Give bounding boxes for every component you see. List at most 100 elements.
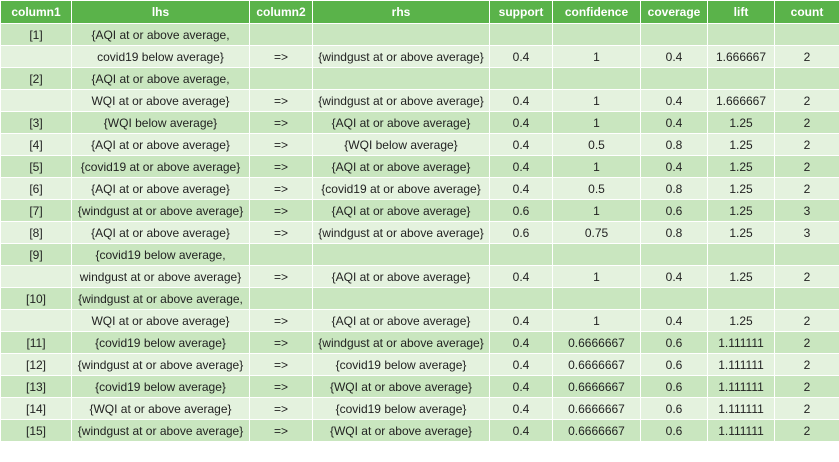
cell-count [774, 23, 839, 46]
cell-column2: => [249, 177, 313, 200]
table-row: [4] {AQI at or above average} => {WQI below… [0, 133, 839, 156]
cell-column2: => [249, 309, 313, 332]
cell-column1 [0, 265, 72, 288]
table-row: WQI at or above average} => {windgust at o… [0, 89, 839, 112]
table-row: [7] {windgust at or above average} => {AQI … [0, 199, 839, 222]
cell-support: 0.6 [489, 199, 553, 222]
cell-confidence [552, 23, 641, 46]
table-body: [1] {AQI at or above average, covid19 belo… [0, 23, 839, 442]
cell-coverage: 0.4 [640, 89, 708, 112]
header-support[interactable]: support [489, 0, 553, 24]
header-coverage[interactable]: coverage [640, 0, 708, 24]
cell-confidence: 0.6666667 [552, 353, 641, 376]
header-lift[interactable]: lift [707, 0, 775, 24]
cell-column1: [1] [0, 23, 72, 46]
table-row: [13] {covid19 below average} => {WQI at or … [0, 375, 839, 398]
cell-count: 2 [774, 133, 839, 156]
cell-column2: => [249, 265, 313, 288]
cell-confidence: 1 [552, 111, 641, 134]
table-row: [8] {AQI at or above average} => {windgust … [0, 221, 839, 244]
table-row: [12] {windgust at or above average} => {cov… [0, 353, 839, 376]
cell-coverage: 0.6 [640, 375, 708, 398]
cell-column2: => [249, 155, 313, 178]
cell-confidence: 1 [552, 45, 641, 68]
cell-count: 2 [774, 331, 839, 354]
cell-support: 0.4 [489, 419, 553, 442]
cell-lift [707, 67, 775, 90]
cell-column1: [4] [0, 133, 72, 156]
cell-support: 0.4 [489, 45, 553, 68]
table-row: [1] {AQI at or above average, [0, 23, 839, 46]
cell-column1: [14] [0, 397, 72, 420]
cell-lift: 1.111111 [707, 419, 775, 442]
header-column2[interactable]: column2 [249, 0, 313, 24]
cell-lhs: {windgust at or above average, [71, 287, 250, 310]
cell-column2: => [249, 353, 313, 376]
cell-coverage: 0.4 [640, 309, 708, 332]
cell-support: 0.4 [489, 111, 553, 134]
cell-column1: [2] [0, 67, 72, 90]
cell-lift [707, 23, 775, 46]
cell-confidence: 0.6666667 [552, 419, 641, 442]
header-lhs[interactable]: lhs [71, 0, 250, 24]
cell-rhs: {covid19 below average} [312, 397, 490, 420]
table-row: WQI at or above average} => {AQI at or abo… [0, 309, 839, 332]
cell-lhs: WQI at or above average} [71, 89, 250, 112]
cell-coverage [640, 67, 708, 90]
cell-column2: => [249, 133, 313, 156]
cell-lift: 1.666667 [707, 89, 775, 112]
cell-rhs: {windgust at or above average} [312, 89, 490, 112]
cell-lhs: {covid19 below average, [71, 243, 250, 266]
cell-support: 0.4 [489, 155, 553, 178]
cell-column1 [0, 89, 72, 112]
cell-lhs: {AQI at or above average, [71, 23, 250, 46]
cell-rhs: {WQI at or above average} [312, 419, 490, 442]
cell-confidence: 1 [552, 155, 641, 178]
cell-support [489, 23, 553, 46]
cell-rhs: {windgust at or above average} [312, 45, 490, 68]
cell-confidence: 0.6666667 [552, 331, 641, 354]
cell-column1: [5] [0, 155, 72, 178]
cell-lhs: covid19 below average} [71, 45, 250, 68]
cell-lhs: {WQI below average} [71, 111, 250, 134]
cell-support [489, 243, 553, 266]
cell-count: 2 [774, 419, 839, 442]
cell-lift: 1.25 [707, 133, 775, 156]
table-row: [15] {windgust at or above average} => {WQI… [0, 419, 839, 442]
cell-column2: => [249, 111, 313, 134]
cell-count: 2 [774, 375, 839, 398]
cell-rhs: {AQI at or above average} [312, 309, 490, 332]
cell-confidence: 1 [552, 265, 641, 288]
cell-rhs [312, 287, 490, 310]
cell-lhs: {covid19 at or above average} [71, 155, 250, 178]
cell-support [489, 287, 553, 310]
cell-column1: [6] [0, 177, 72, 200]
cell-column1: [12] [0, 353, 72, 376]
cell-column1: [15] [0, 419, 72, 442]
header-rhs[interactable]: rhs [312, 0, 490, 24]
cell-coverage: 0.4 [640, 155, 708, 178]
cell-confidence: 0.75 [552, 221, 641, 244]
table-row: [14] {WQI at or above average} => {covid19 … [0, 397, 839, 420]
cell-count: 3 [774, 199, 839, 222]
cell-column2: => [249, 199, 313, 222]
cell-lift [707, 243, 775, 266]
cell-coverage [640, 23, 708, 46]
cell-coverage: 0.8 [640, 221, 708, 244]
cell-lhs: WQI at or above average} [71, 309, 250, 332]
cell-confidence [552, 287, 641, 310]
table-row: [10] {windgust at or above average, [0, 287, 839, 310]
cell-column2 [249, 287, 313, 310]
header-column1[interactable]: column1 [0, 0, 72, 24]
cell-lhs: {AQI at or above average} [71, 221, 250, 244]
header-count[interactable]: count [774, 0, 839, 24]
cell-column1: [11] [0, 331, 72, 354]
cell-lhs: {AQI at or above average} [71, 177, 250, 200]
table-row: [3] {WQI below average} => {AQI at or above… [0, 111, 839, 134]
cell-count: 2 [774, 45, 839, 68]
header-confidence[interactable]: confidence [552, 0, 641, 24]
cell-count: 2 [774, 353, 839, 376]
cell-coverage [640, 287, 708, 310]
table-row: [5] {covid19 at or above average} => {AQI a… [0, 155, 839, 178]
cell-column1: [10] [0, 287, 72, 310]
